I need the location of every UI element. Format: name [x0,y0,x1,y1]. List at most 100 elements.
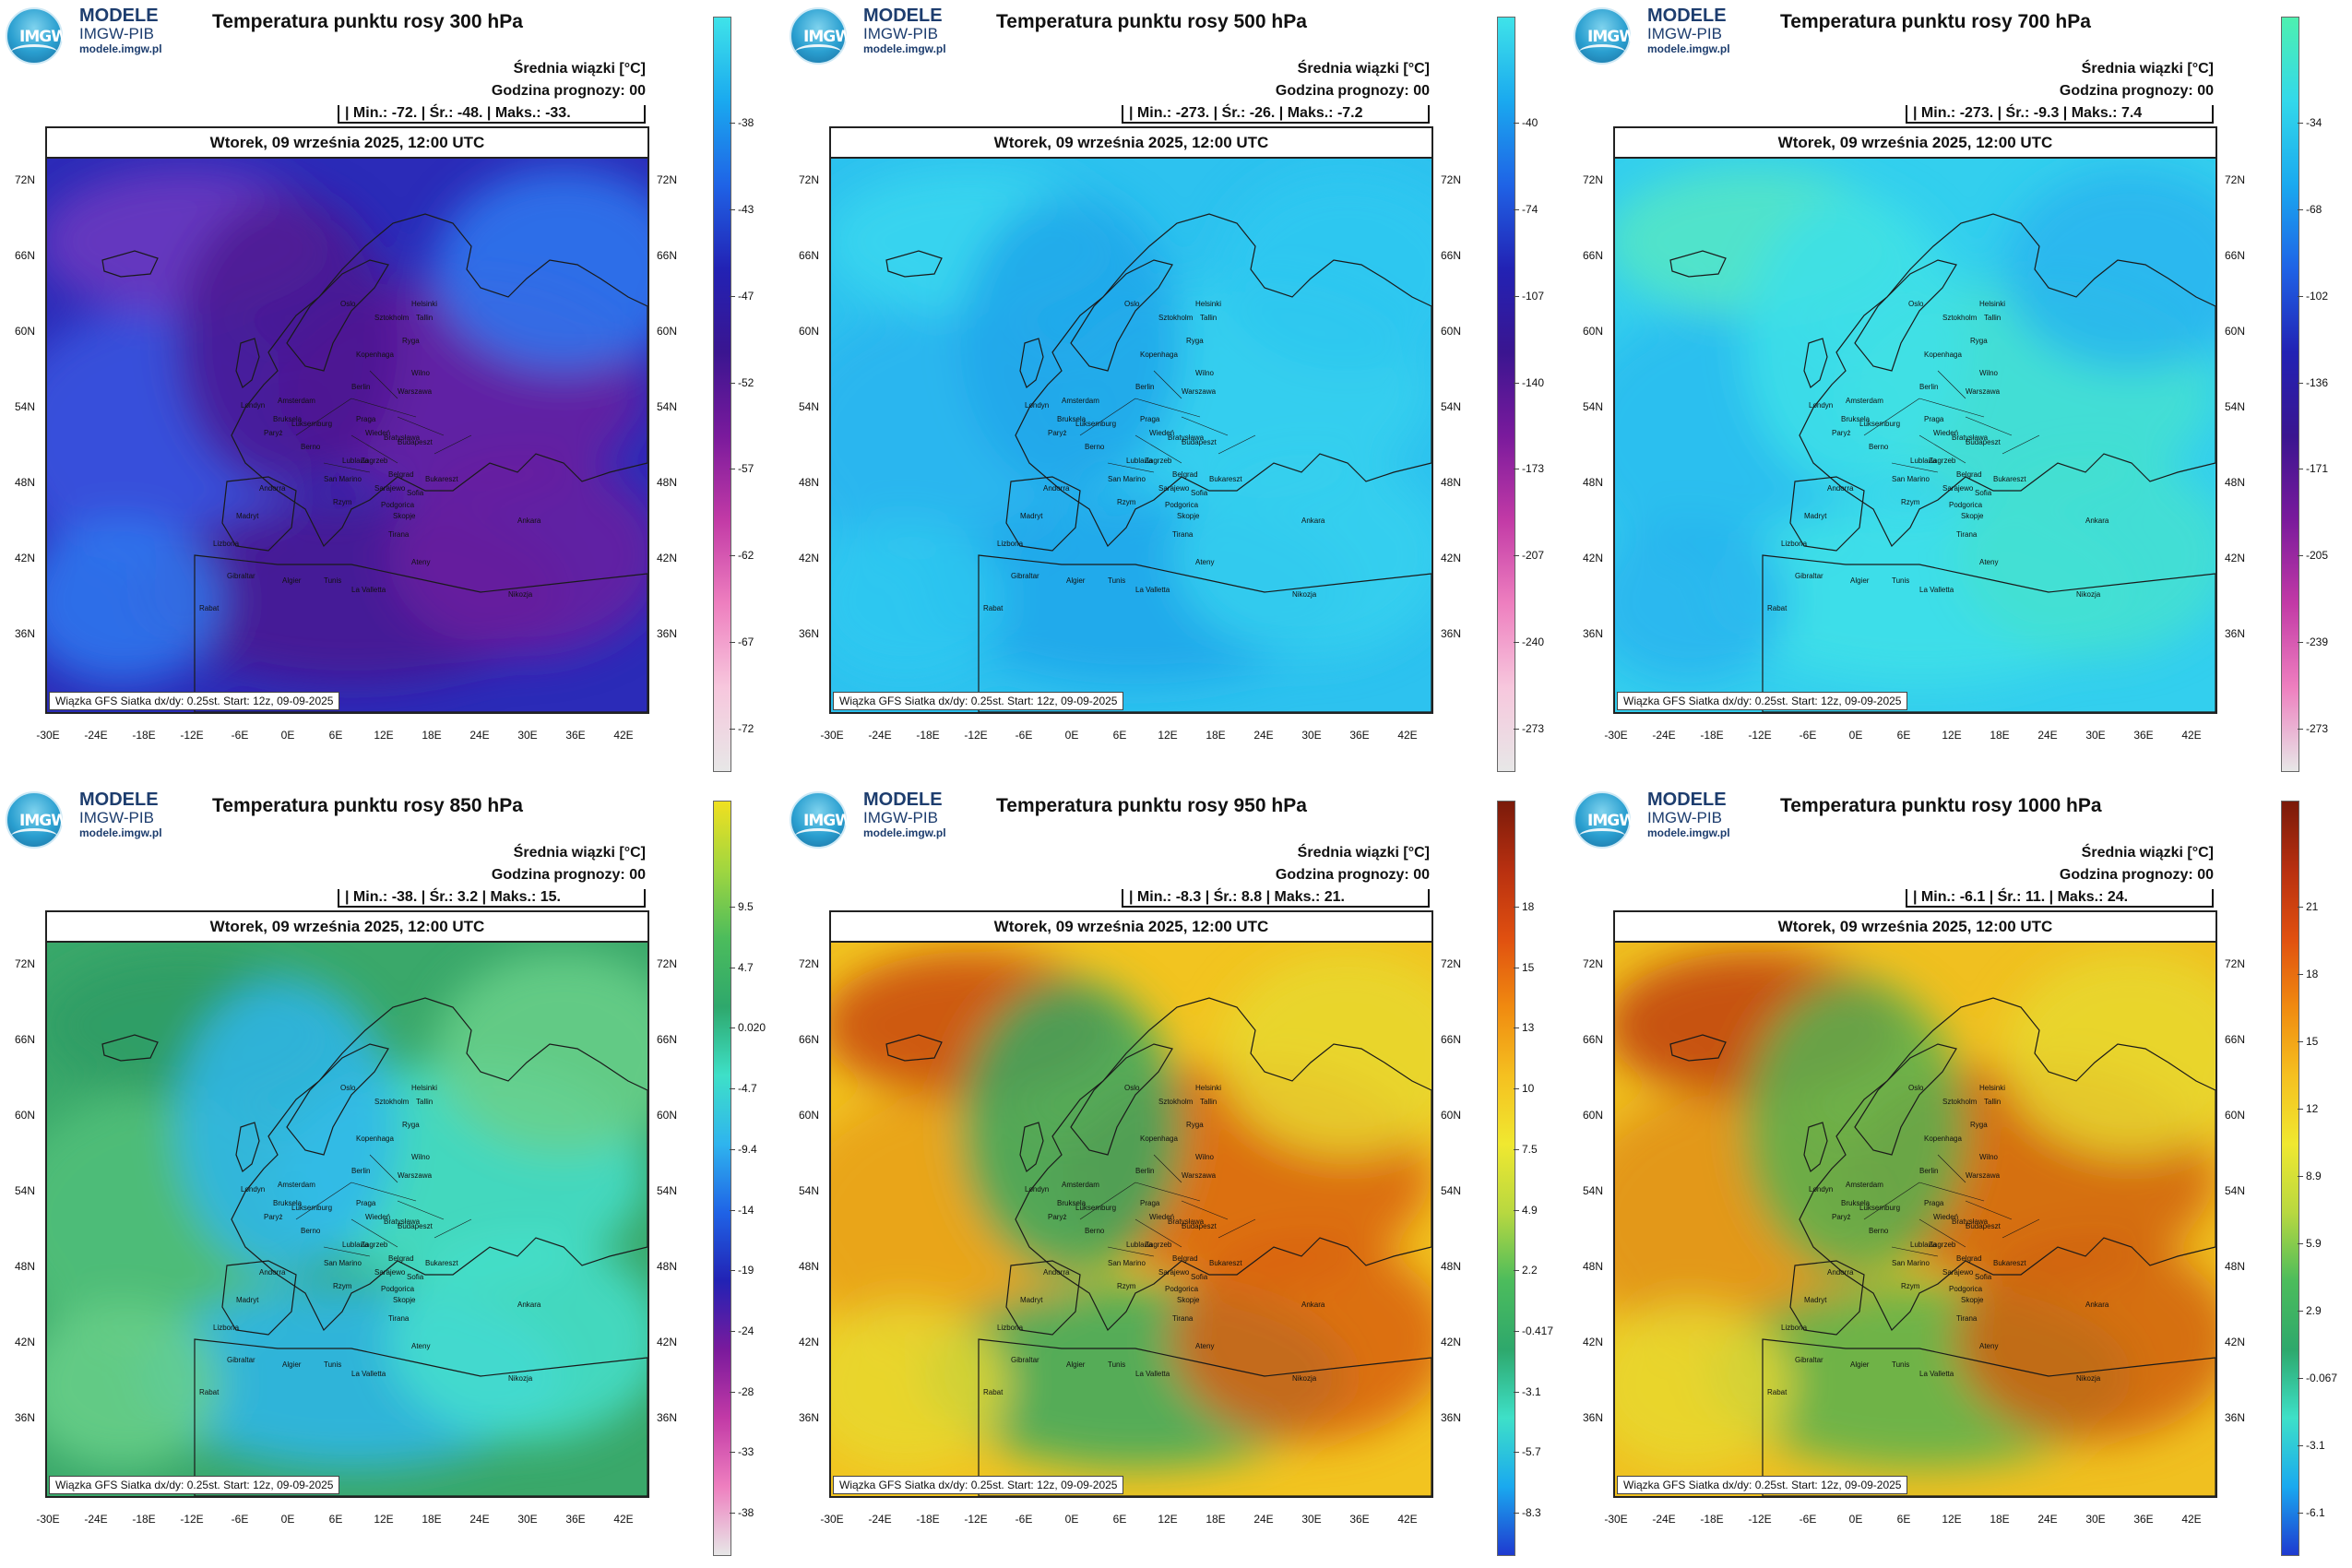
border-line [397,1200,445,1220]
valid-date: Wtorek, 09 września 2025, 12:00 UTC [1615,912,2215,943]
lon-tick: 12E [1158,1513,1178,1526]
lon-tick: -12E [180,729,204,742]
lon-tick: 6E [328,729,343,742]
mean-label: Średnia wiązki [°C] [513,845,646,861]
stat-max-label: | Maks.: [2059,105,2121,121]
colorbar-tick-mark [730,382,735,384]
colorbar-tick-mark [1514,208,1519,210]
stat-mean-label: | Śr.: [1993,105,2034,121]
stat-mean-value: 3.2 [457,889,479,905]
city-label: Luksemburg [291,1204,332,1212]
stat-mean-label: | Śr.: [417,105,457,121]
colorbar-tick-mark [2298,123,2303,124]
stat-min-label: | Min.: [1913,889,1960,905]
colorbar-tick-mark [2298,1311,2303,1312]
city-label: Gibraltar [227,1356,255,1364]
city-label: Ankara [2085,1301,2109,1309]
colorbar-tick-label: -273 [1522,722,1545,735]
borders [1079,1154,1256,1257]
border-line [369,370,398,399]
field-blob [1956,454,2215,657]
border-line [1153,1154,1182,1183]
lon-tick: 36E [2133,729,2154,742]
colorbar-tick-mark [1514,1452,1519,1454]
valid-date: Wtorek, 09 września 2025, 12:00 UTC [47,912,647,943]
coastline [1762,554,2215,712]
city-label: Skopje [1177,1296,1200,1304]
colorbar-tick-label: -57 [738,462,754,476]
city-label: Ateny [411,558,430,566]
city-label: Ateny [1195,558,1214,566]
model-footer: Wiązka GFS Siatka dx/dy: 0.25st. Start: … [49,1476,340,1494]
border-line [1937,370,1966,399]
lon-tick: -6E [1015,1513,1033,1526]
chart-title: Temperatura punktu rosy 700 hPa [1780,11,2091,32]
city-label: La Valletta [351,586,386,594]
city-label: Andorra [1043,484,1070,493]
field-blobs [831,952,1431,1468]
lat-tick-right: 66N [1441,1033,1462,1046]
lat-tick-right: 36N [657,627,678,640]
city-label: Kopenhaga [1140,350,1178,359]
colorbar-tick-mark [2298,1378,2303,1379]
valid-date: Wtorek, 09 września 2025, 12:00 UTC [831,912,1431,943]
lat-tick-left: 48N [1583,476,1604,489]
lon-tick: 12E [1158,729,1178,742]
colorbar [1497,17,1515,772]
city-label: Berno [1085,1227,1105,1235]
city-label: Sofia [1191,489,1208,497]
city-label: Lizbona [213,1324,240,1332]
stat-max-value: 24. [2107,889,2129,905]
colorbar-tick-label: -40 [1522,116,1538,129]
colorbar-tick-label: -67 [738,636,754,649]
stat-min-value: -6.1 [1959,889,1986,905]
stat-max-value: 7.4 [2120,105,2143,121]
lon-tick: 24E [469,729,490,742]
lon-tick: -12E [1748,729,1772,742]
mean-label: Średnia wiązki [°C] [2081,845,2214,861]
colorbar-tick-label: -207 [1522,549,1545,563]
colorbar-tick-label: 0.020 [738,1021,766,1035]
lon-tick: -30E [36,729,60,742]
border-line [1134,1182,1201,1202]
chart-title: Temperatura punktu rosy 950 hPa [996,795,1307,816]
city-label: Oslo [1124,300,1140,308]
city-label: Kopenhaga [1924,350,1962,359]
colorbar-tick-mark [1514,1513,1519,1514]
border-line [1134,1218,1182,1248]
model-footer: Wiązka GFS Siatka dx/dy: 0.25st. Start: … [833,692,1124,710]
lon-tick: 0E [1064,1513,1079,1526]
colorbar-tick-mark [730,123,735,124]
colorbar [1497,801,1515,1556]
valid-date: Wtorek, 09 września 2025, 12:00 UTC [831,128,1431,159]
colorbar-tick-mark [730,729,735,730]
lat-tick-left: 60N [15,1109,36,1122]
city-label: Wiedeń [365,1213,390,1221]
city-label: Ryga [402,337,420,345]
valid-date: Wtorek, 09 września 2025, 12:00 UTC [47,128,647,159]
forecast-hour: Godzina prognozy: 00 [491,83,646,99]
field-blob [388,1238,647,1441]
colorbar-tick-mark [730,907,735,908]
city-label: Ateny [1195,1342,1214,1350]
imgw-logo: IMGW [6,7,68,65]
field-blobs [47,952,647,1468]
city-label: Rzym [1117,498,1136,506]
coastline [101,250,159,278]
lon-tick: 36E [565,729,586,742]
city-label: Wilno [1195,1153,1215,1161]
city-label: Budapeszt [1966,1222,2002,1230]
border-line [1918,1182,1985,1202]
lat-tick-left: 72N [799,957,820,970]
city-label: Madryt [1020,512,1043,520]
lon-tick: -24E [868,1513,892,1526]
city-label: Sztokholm [1158,314,1194,322]
city-label: Kopenhaga [1924,1134,1962,1143]
colorbar-tick-label: -136 [2306,375,2329,389]
logo-text: IMGW [803,28,852,46]
brand-org: IMGW-PIB [863,25,938,42]
colorbar-tick-mark [730,1209,735,1211]
border-line [1918,1218,1966,1248]
